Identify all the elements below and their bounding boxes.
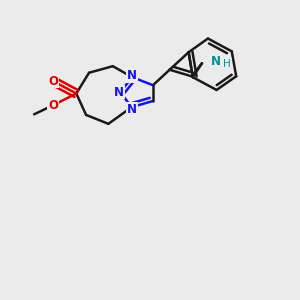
Text: N: N [211, 55, 221, 68]
Text: O: O [48, 99, 59, 112]
Text: N: N [127, 69, 137, 82]
Text: N: N [114, 85, 124, 98]
Text: H: H [224, 59, 231, 69]
Text: O: O [48, 74, 59, 88]
Text: N: N [127, 103, 136, 116]
